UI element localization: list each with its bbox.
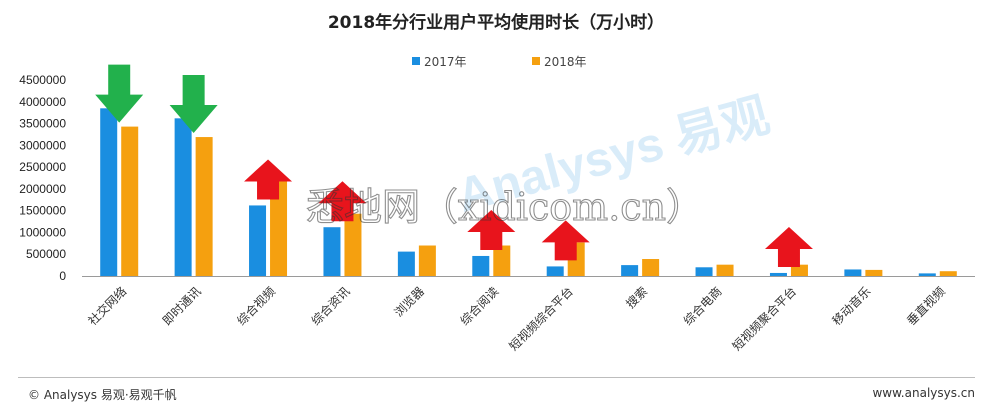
trend-arrows — [95, 64, 813, 267]
y-tick-label: 4000000 — [19, 95, 66, 109]
category-label: 社交网络 — [85, 284, 130, 329]
footer-divider — [18, 377, 975, 378]
bar-2018 — [642, 259, 660, 276]
bar-2017 — [769, 272, 787, 276]
bar-2018 — [344, 213, 362, 276]
legend-swatch — [532, 57, 540, 65]
bar-2017 — [918, 273, 936, 276]
y-tick-label: 1500000 — [19, 204, 66, 218]
legend-label: 2017年 — [424, 55, 467, 69]
category-label: 浏览器 — [391, 284, 427, 320]
y-tick-label: 3500000 — [19, 117, 66, 131]
bar-2017 — [621, 265, 639, 276]
bar-2018 — [716, 264, 734, 276]
category-label: 垂直视频 — [903, 284, 948, 329]
bar-2018 — [790, 264, 808, 276]
bars — [100, 108, 957, 276]
bar-2017 — [844, 269, 862, 276]
bar-2018 — [865, 269, 883, 276]
bar-2018 — [418, 245, 436, 276]
legend: 2017年 2018年 — [412, 55, 587, 69]
legend-swatch — [412, 57, 420, 65]
bar-2018 — [270, 181, 288, 276]
y-tick-label: 0 — [59, 269, 66, 283]
bar-2017 — [695, 267, 713, 276]
footer-copyright: © Analysys 易观·易观千帆 — [28, 388, 177, 402]
bar-2017 — [546, 266, 564, 276]
up-arrow-icon — [764, 226, 813, 267]
bar-2018 — [121, 126, 139, 276]
y-tick-label: 2500000 — [19, 160, 66, 174]
bar-2017 — [323, 227, 341, 276]
category-label: 短视频聚合平台 — [729, 284, 799, 354]
category-label: 综合资讯 — [308, 284, 353, 329]
category-label: 移动音乐 — [829, 284, 874, 329]
category-label: 综合视频 — [234, 284, 279, 329]
category-label: 搜索 — [623, 284, 651, 312]
bar-2017 — [174, 118, 192, 276]
up-arrow-icon — [467, 209, 516, 250]
category-label: 综合电商 — [680, 284, 725, 329]
category-label: 综合阅读 — [457, 284, 502, 329]
site-watermark: 悉地网（xidicom.cn） — [305, 184, 704, 229]
bar-2018 — [939, 271, 957, 276]
up-arrow-icon — [244, 159, 293, 200]
y-axis: 0 500000 1000000 1500000 2000000 2500000 30000… — [19, 73, 975, 283]
chart-title: 2018年分行业用户平均使用时长（万小时） — [328, 12, 664, 33]
y-tick-label: 500000 — [26, 247, 66, 261]
y-tick-label: 4500000 — [19, 73, 66, 87]
bar-2018 — [195, 137, 213, 276]
bar-2018 — [493, 245, 511, 276]
up-arrow-icon — [541, 220, 590, 261]
bar-2017 — [472, 255, 490, 276]
y-tick-label: 2000000 — [19, 182, 66, 196]
footer-website: www.analysys.cn — [872, 386, 975, 400]
bar-2017 — [249, 205, 267, 276]
category-label: 短视频综合平台 — [506, 284, 576, 354]
down-arrow-icon — [169, 75, 218, 134]
bar-2017 — [397, 251, 415, 276]
y-tick-label: 1000000 — [19, 225, 66, 239]
x-axis-categories: 社交网络 即时通讯 综合视频 综合资讯 浏览器 综合阅读 短视频综合平台 搜索 综合电商 短视频聚… — [85, 284, 948, 354]
legend-label: 2018年 — [544, 55, 587, 69]
y-tick-label: 3000000 — [19, 138, 66, 152]
up-arrow-icon — [318, 181, 367, 222]
category-label: 即时通讯 — [160, 284, 204, 328]
down-arrow-icon — [95, 64, 144, 123]
bar-2017 — [100, 108, 118, 276]
watermark-site-text: 悉地网（xidicom.cn） — [306, 185, 704, 229]
